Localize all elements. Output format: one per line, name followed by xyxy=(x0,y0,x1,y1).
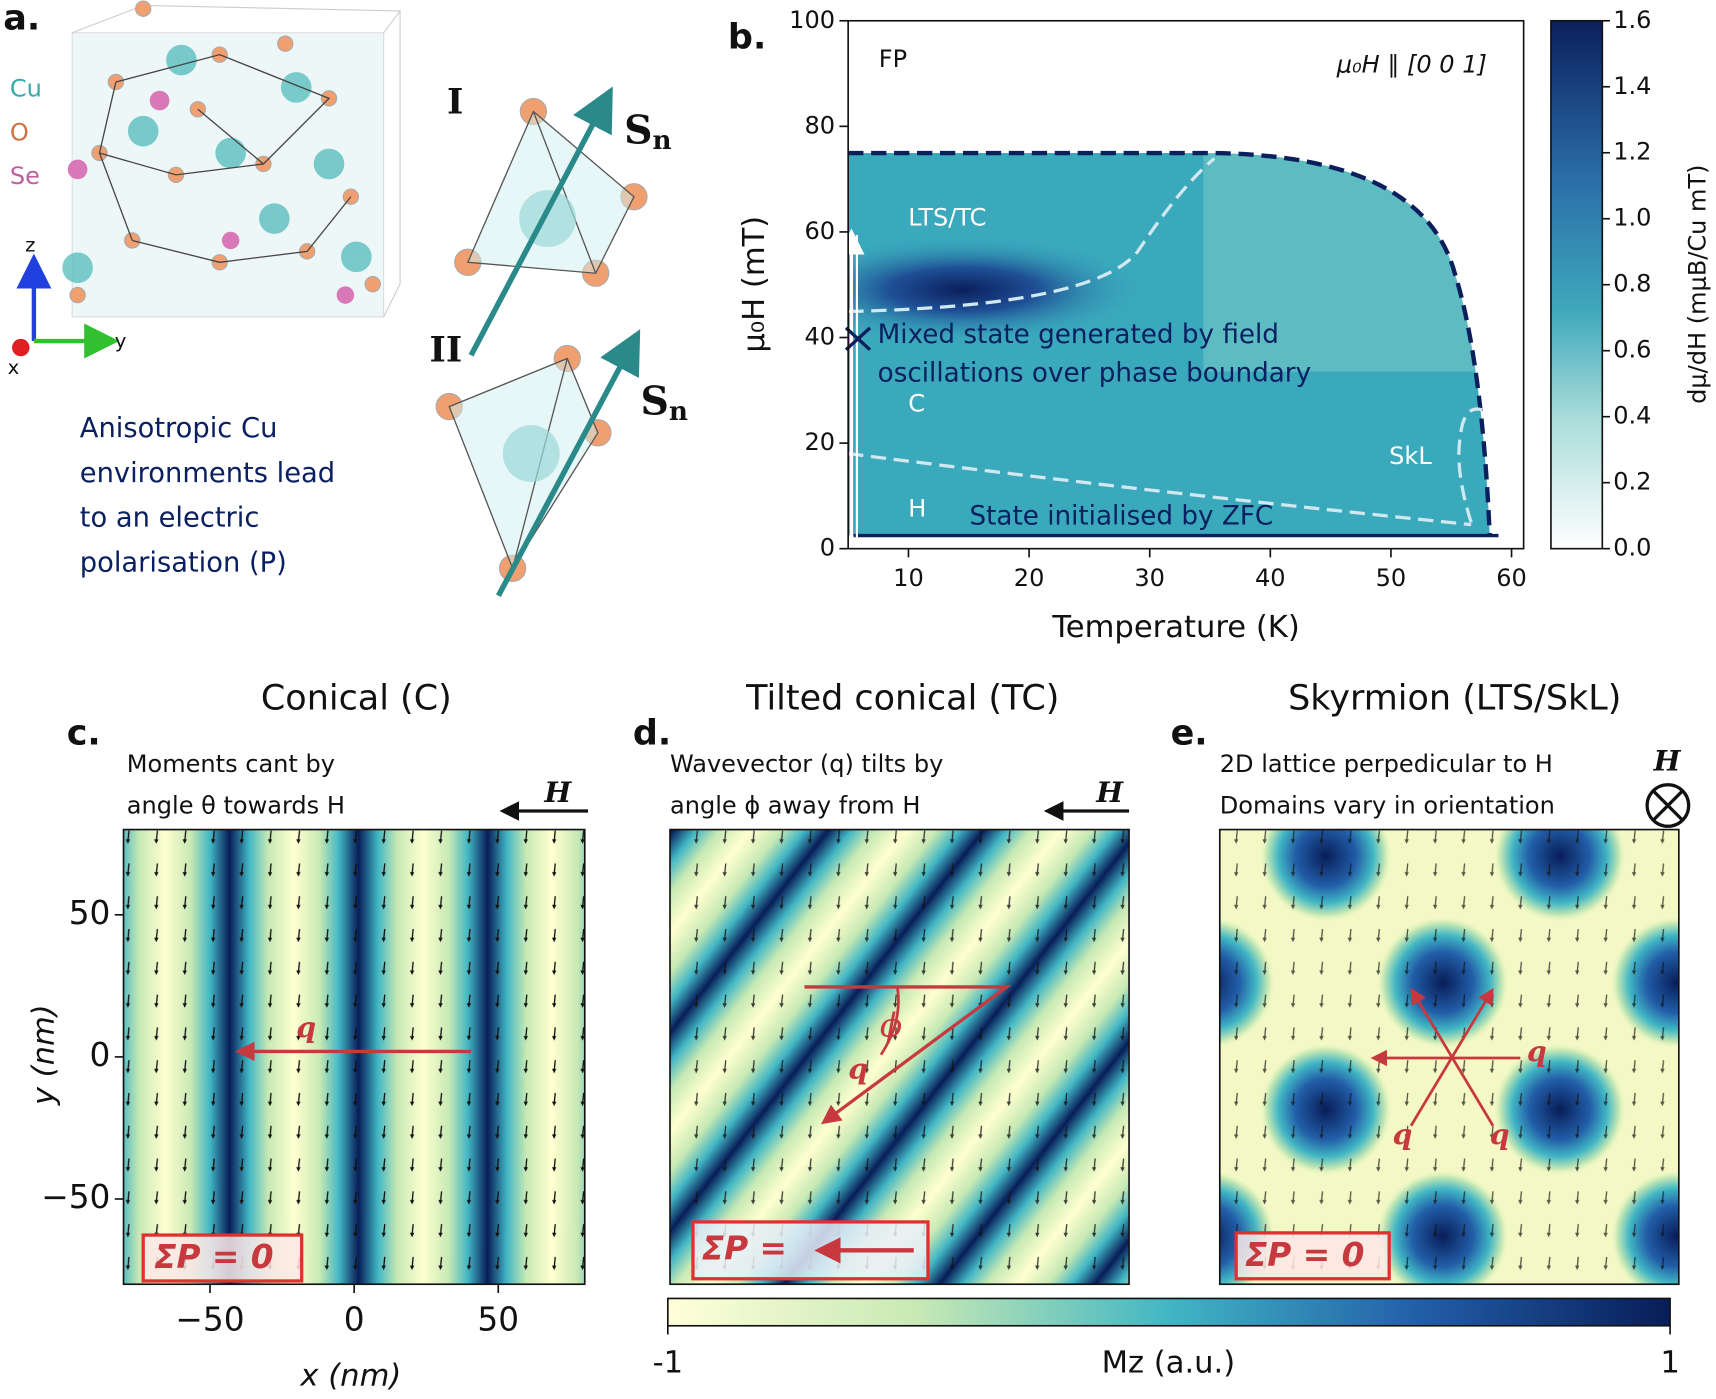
crystal-structure xyxy=(12,0,648,597)
polarisation-box xyxy=(141,1233,304,1283)
colorbar xyxy=(667,1297,1671,1327)
colorbar-tick-label: 0.0 xyxy=(1613,534,1651,562)
y-tick-label: 60 xyxy=(804,217,835,245)
axis-name: x xyxy=(8,356,20,379)
annotation: C xyxy=(908,389,925,417)
x-tick-label: −50 xyxy=(175,1300,244,1338)
colorbar-tick-label: 0.8 xyxy=(1613,270,1651,298)
field-label: H xyxy=(543,775,572,809)
colorbar-tick-label: 1.4 xyxy=(1613,72,1651,100)
description: Moments cant by xyxy=(127,750,335,778)
y-tick-label: 20 xyxy=(804,428,835,456)
annotation: FP xyxy=(879,45,907,73)
plot-frame xyxy=(847,19,1525,550)
annotation: SkL xyxy=(1389,442,1432,470)
panel-label: c. xyxy=(67,713,101,753)
caption-line: environments lead xyxy=(80,458,335,489)
panel-title: Conical (C) xyxy=(261,679,452,719)
axis-name: y xyxy=(115,330,127,353)
colorbar-tick-label: 1 xyxy=(1660,1346,1679,1381)
panel-title: Tilted conical (TC) xyxy=(745,679,1059,719)
plot-frame xyxy=(1218,828,1680,1286)
y-tick-label: −50 xyxy=(41,1178,110,1216)
description: angle ϕ away from H xyxy=(670,792,920,820)
annotation: H xyxy=(908,494,926,522)
description: Wavevector (q) tilts by xyxy=(670,750,943,778)
colorbar-tick-label: 0.4 xyxy=(1613,402,1651,430)
panel-label: e. xyxy=(1171,713,1208,753)
colorbar-tick-label: 1.6 xyxy=(1613,6,1651,34)
q-label: q xyxy=(1527,1034,1547,1068)
y-tick-label: 50 xyxy=(69,894,111,932)
q-label: q xyxy=(1392,1117,1412,1151)
phi-label: ϕ xyxy=(880,1006,902,1044)
colorbar-tick-label: 0.6 xyxy=(1613,336,1651,364)
site-label: II xyxy=(430,329,463,370)
panel-label: d. xyxy=(633,713,671,753)
x-tick-label: 10 xyxy=(893,564,924,592)
panel-label: b. xyxy=(728,17,766,57)
x-tick-label: 30 xyxy=(1134,564,1165,592)
vector-label: Sn xyxy=(624,107,671,156)
q-label: q xyxy=(1490,1117,1510,1151)
vector-sub: n xyxy=(653,125,672,156)
caption-line: polarisation (P) xyxy=(80,547,287,578)
annotation: LTS/TC xyxy=(908,204,986,232)
y-tick-label: 80 xyxy=(804,111,835,139)
x-tick-label: 50 xyxy=(1376,564,1407,592)
colorbar-tick-label: 1.2 xyxy=(1613,138,1651,166)
site-label: I xyxy=(447,81,463,122)
polarisation-label: ΣP = 0 xyxy=(154,1238,273,1276)
annotation: Mixed state generated by field xyxy=(878,320,1279,350)
y-tick-label: 0 xyxy=(90,1036,111,1074)
description: Domains vary in orientation xyxy=(1220,792,1555,820)
element-legend: Cu xyxy=(10,75,42,103)
field-label: H xyxy=(1653,743,1682,777)
annotation: oscillations over phase boundary xyxy=(878,358,1311,388)
annotation: State initialised by ZFC xyxy=(969,501,1273,531)
x-tick-label: 60 xyxy=(1496,564,1527,592)
q-label: q xyxy=(296,1010,316,1044)
element-legend: O xyxy=(10,118,29,146)
description: angle θ towards H xyxy=(127,792,345,820)
colorbar-label: dμ/dH (mμB/Cu mT) xyxy=(1683,164,1711,403)
plot-frame xyxy=(669,828,1130,1286)
x-tick-label: 40 xyxy=(1255,564,1286,592)
x-tick-label: 20 xyxy=(1014,564,1045,592)
y-tick-label: 40 xyxy=(804,323,835,351)
q-label: q xyxy=(848,1052,868,1086)
panel-title: Skyrmion (LTS/SkL) xyxy=(1288,679,1621,719)
colorbar-tick-label: 1.0 xyxy=(1613,204,1651,232)
panel-label: a. xyxy=(3,0,40,39)
x-axis-label: x (nm) xyxy=(299,1359,401,1394)
annotation: μ₀H ∥ [0 0 1] xyxy=(1336,51,1487,79)
polarisation-label: ΣP = xyxy=(702,1229,787,1267)
quiver xyxy=(123,829,585,1285)
y-axis-label: μ₀H (mT) xyxy=(737,216,772,353)
colorbar-tick-label: -1 xyxy=(653,1346,684,1381)
phase-diagram xyxy=(838,19,1604,550)
x-axis-label: Temperature (K) xyxy=(1051,610,1299,645)
vector-sub: n xyxy=(669,396,688,427)
axis-name: z xyxy=(25,233,35,256)
field-label: H xyxy=(1095,775,1124,809)
y-tick-label: 100 xyxy=(789,6,835,34)
y-tick-label: 0 xyxy=(820,534,835,562)
colorbar-label: Mz (a.u.) xyxy=(1102,1346,1236,1381)
vector: S xyxy=(640,378,668,424)
quiver xyxy=(670,829,1130,1285)
element-legend: Se xyxy=(10,162,40,190)
x-tick-label: 0 xyxy=(344,1300,365,1338)
vector-label: Sn xyxy=(640,378,687,427)
y-axis-label: y (nm) xyxy=(26,1004,61,1106)
caption-line: Anisotropic Cu xyxy=(80,413,278,444)
polarisation-box xyxy=(1234,1231,1391,1281)
polarisation-label: ΣP = 0 xyxy=(1245,1236,1364,1274)
vector: S xyxy=(624,107,652,153)
caption-line: to an electric xyxy=(80,503,260,534)
colorbar-tick-label: 0.2 xyxy=(1613,468,1651,496)
description: 2D lattice perpedicular to H xyxy=(1220,750,1553,778)
x-tick-label: 50 xyxy=(477,1300,519,1338)
